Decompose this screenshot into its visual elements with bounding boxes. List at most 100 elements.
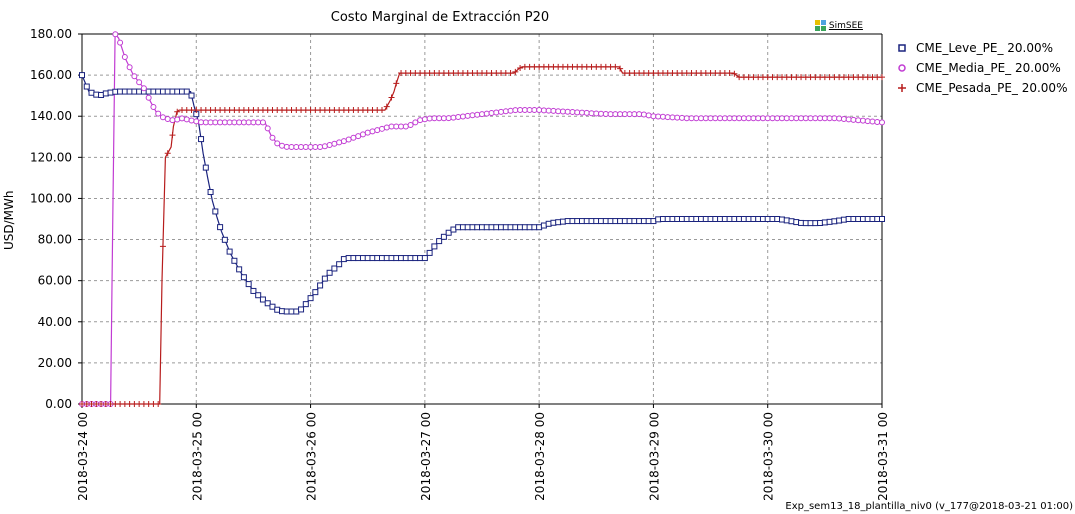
- point-marker: [445, 229, 452, 236]
- point-marker: [159, 114, 166, 121]
- point-marker: [355, 133, 362, 140]
- point-marker: [159, 243, 166, 250]
- point-marker: [579, 218, 585, 225]
- point-marker: [459, 113, 466, 120]
- point-marker: [183, 116, 190, 123]
- point-marker: [245, 281, 252, 288]
- point-marker: [302, 144, 309, 151]
- logo-text: SimSEE: [828, 21, 863, 31]
- point-marker: [721, 115, 728, 122]
- simsee-logo: SimSEE: [815, 20, 863, 31]
- point-marker: [88, 89, 95, 96]
- point-marker: [336, 139, 343, 146]
- point-marker: [664, 216, 671, 222]
- point-marker: [298, 306, 305, 313]
- point-marker: [283, 143, 290, 150]
- point-marker: [307, 295, 314, 302]
- point-marker: [588, 110, 595, 117]
- point-marker: [464, 112, 471, 119]
- point-marker: [593, 218, 600, 225]
- point-marker: [426, 249, 433, 256]
- point-marker: [345, 255, 352, 262]
- point-marker: [859, 117, 866, 124]
- point-marker: [469, 112, 476, 119]
- point-marker: [393, 80, 400, 87]
- point-marker: [574, 218, 581, 225]
- series-markers-0: [79, 72, 885, 315]
- point-marker: [698, 216, 705, 222]
- point-marker: [369, 255, 376, 262]
- point-marker: [759, 216, 766, 222]
- chart-title: Costo Marginal de Extracción P20: [330, 10, 550, 25]
- point-marker: [740, 216, 747, 222]
- point-marker: [474, 111, 481, 118]
- point-marker: [326, 269, 333, 276]
- point-marker: [550, 219, 557, 226]
- point-marker: [540, 222, 547, 229]
- point-marker: [731, 70, 738, 77]
- point-marker: [536, 107, 543, 114]
- point-marker: [707, 216, 714, 222]
- point-marker: [502, 224, 509, 231]
- point-marker: [712, 216, 719, 222]
- point-marker: [859, 216, 866, 222]
- point-marker: [764, 216, 771, 222]
- point-marker: [164, 116, 171, 123]
- point-marker: [645, 218, 652, 225]
- point-marker: [488, 110, 495, 117]
- point-marker: [879, 119, 885, 126]
- point-marker: [288, 308, 295, 315]
- point-marker: [374, 127, 381, 134]
- point-marker: [655, 113, 662, 120]
- y-tick-label: 20.00: [38, 356, 72, 370]
- point-marker: [359, 131, 366, 138]
- point-marker: [826, 115, 833, 122]
- x-tick-label: 2018-03-25 00: [190, 412, 204, 501]
- x-tick-label: 2018-03-28 00: [533, 412, 547, 501]
- point-marker: [745, 216, 752, 222]
- point-marker: [345, 136, 352, 143]
- point-marker: [726, 70, 733, 77]
- point-marker: [379, 107, 385, 114]
- point-marker: [431, 243, 438, 250]
- point-marker: [188, 92, 195, 99]
- point-marker: [612, 63, 619, 70]
- legend-item-leve: CME_Leve_PE_ 20.00%: [894, 38, 1067, 58]
- point-marker: [640, 111, 647, 118]
- y-tick-label: 0.00: [45, 397, 72, 411]
- point-marker: [664, 114, 671, 121]
- point-marker: [850, 116, 857, 123]
- point-marker: [269, 303, 276, 310]
- point-marker: [636, 111, 643, 118]
- point-marker: [669, 216, 676, 222]
- point-marker: [431, 115, 438, 122]
- point-marker: [155, 401, 162, 407]
- point-marker: [550, 107, 557, 114]
- point-marker: [731, 115, 738, 122]
- point-marker: [364, 129, 371, 136]
- point-marker: [169, 88, 176, 95]
- point-marker: [174, 88, 181, 95]
- x-tick-label: 2018-03-27 00: [419, 412, 433, 501]
- point-marker: [702, 216, 709, 222]
- point-marker: [626, 111, 633, 118]
- legend-item-pesada: CME_Pesada_PE_ 20.00%: [894, 78, 1067, 98]
- point-marker: [188, 117, 195, 124]
- point-marker: [874, 216, 881, 222]
- point-marker: [250, 119, 257, 126]
- point-marker: [298, 144, 305, 151]
- point-marker: [483, 224, 490, 231]
- point-marker: [593, 110, 600, 117]
- point-marker: [193, 118, 200, 125]
- legend-label: CME_Media_PE_ 20.00%: [916, 61, 1061, 75]
- point-marker: [417, 255, 424, 262]
- y-tick-label: 80.00: [38, 233, 72, 247]
- point-marker: [255, 292, 262, 299]
- point-marker: [531, 107, 538, 114]
- series-markers-2: [79, 63, 885, 407]
- point-marker: [398, 255, 405, 262]
- point-marker: [579, 109, 585, 116]
- point-marker: [659, 113, 666, 120]
- point-marker: [312, 144, 319, 151]
